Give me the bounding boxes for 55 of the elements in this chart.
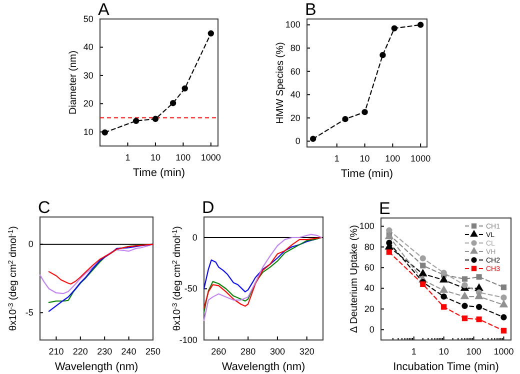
y-tick-label: 0: [369, 324, 374, 335]
x-tick-label: 10: [438, 346, 449, 356]
y-tick-label: 30: [83, 70, 94, 80]
x-tick-label: 100: [176, 152, 191, 162]
x-tick-label: 100: [385, 153, 400, 164]
y-tick-label: 80: [364, 242, 374, 252]
x-axis-title: Time (min): [340, 168, 394, 180]
y-tick-label: 40: [83, 42, 94, 52]
y-tick-label: 0: [192, 232, 198, 242]
x-tick-label: 300: [270, 346, 285, 356]
x-tick-label: 230: [97, 346, 112, 356]
x-tick-label: 240: [121, 346, 136, 356]
y-axis-title: Δ Deuterium Uptake (%): [349, 225, 360, 333]
y-tick-label: 40: [364, 283, 374, 294]
x-tick-label: 210: [48, 346, 64, 356]
x-tick-label: 320: [299, 346, 314, 356]
y-tick-label: -100: [179, 334, 198, 345]
y-tick-label: 40: [290, 90, 300, 100]
x-tick-label: 280: [240, 346, 256, 356]
y-tick-label: 60: [290, 66, 300, 76]
y-tick-label: 20: [290, 112, 300, 123]
chart-title: E: [379, 199, 390, 218]
y-tick-label: 50: [83, 14, 94, 24]
x-axis-title: Wavelength (nm): [222, 361, 306, 373]
chart-title: B: [305, 0, 316, 19]
x-tick-label: 1: [334, 153, 340, 164]
x-tick-label: 1: [125, 152, 130, 162]
y-tick-label: 100: [285, 20, 300, 30]
x-tick-label: 250: [145, 346, 161, 356]
x-tick-label: 1000: [410, 153, 431, 164]
y-axis-title: Diameter (nm): [68, 50, 79, 114]
x-tick-label: 10: [150, 152, 160, 162]
x-axis-title: Wavelength (nm): [54, 361, 138, 373]
y-tick-label: 20: [364, 304, 374, 314]
chart-title: C: [38, 198, 50, 217]
y-tick-label: 100: [359, 221, 374, 232]
x-axis-title: Time (min): [132, 167, 186, 179]
chart-title: D: [202, 198, 214, 217]
y-tick-label: 0: [28, 239, 34, 250]
x-tick-label: 1000: [200, 152, 221, 162]
y-tick-label: 10: [83, 126, 94, 137]
y-axis-title: HMW Species (%): [275, 42, 286, 124]
x-tick-label: 260: [211, 346, 226, 356]
x-tick-label: 1000: [494, 346, 514, 356]
y-tick-label: -50: [184, 284, 198, 294]
y-tick-label: 20: [83, 98, 94, 109]
chart-title: A: [98, 0, 110, 19]
y-tick-label: 60: [364, 262, 374, 273]
x-tick-label: 100: [466, 346, 482, 356]
x-tick-label: 1: [411, 346, 416, 356]
x-axis-title: Incubation Time (min): [393, 361, 499, 373]
x-tick-label: 220: [72, 346, 88, 356]
y-tick-label: 0: [295, 136, 300, 146]
y-tick-label: 80: [290, 42, 300, 53]
y-tick-label: -5: [25, 308, 34, 318]
